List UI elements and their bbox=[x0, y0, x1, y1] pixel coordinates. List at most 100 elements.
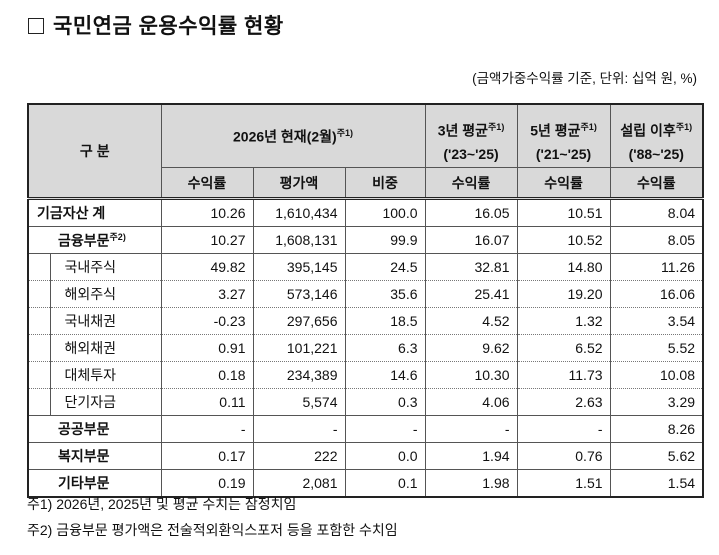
value-cell: 11.26 bbox=[609, 253, 704, 281]
value-cell: 16.05 bbox=[424, 198, 518, 227]
footnote-1: 주1) 2026년, 2025년 및 평균 수치는 잠정치임 bbox=[27, 496, 297, 512]
value-cell: 0.91 bbox=[160, 334, 254, 362]
value-cell: 4.52 bbox=[424, 307, 518, 335]
value-cell: - bbox=[344, 415, 426, 443]
value-cell: 8.26 bbox=[609, 415, 704, 443]
header-current: 2026년 현재(2월)주1) bbox=[160, 103, 426, 168]
value-cell: 10.08 bbox=[609, 361, 704, 389]
value-cell: 18.5 bbox=[344, 307, 426, 335]
value-cell: - bbox=[424, 415, 518, 443]
value-cell: 1,608,131 bbox=[252, 226, 346, 254]
value-cell: 0.19 bbox=[160, 469, 254, 498]
value-cell: 99.9 bbox=[344, 226, 426, 254]
value-cell: 3.29 bbox=[609, 388, 704, 416]
table-row: 금융부문주2) 10.27 1,608,131 99.9 16.07 10.52 8.05 bbox=[27, 226, 704, 254]
value-cell: 0.3 bbox=[344, 388, 426, 416]
value-cell: 3.54 bbox=[609, 307, 704, 335]
value-cell: 49.82 bbox=[160, 253, 254, 281]
value-cell: 11.73 bbox=[516, 361, 611, 389]
indent-cell bbox=[27, 334, 51, 362]
row-label: 국내채권 bbox=[49, 307, 162, 335]
row-label: 국내주식 bbox=[49, 253, 162, 281]
footnote-2: 주2) 금융부문 평가액은 전술적외환익스포저 등을 포함한 수치임 bbox=[27, 522, 398, 538]
value-cell: 14.6 bbox=[344, 361, 426, 389]
indent-cell bbox=[27, 253, 51, 281]
value-cell: 1.94 bbox=[424, 442, 518, 470]
value-cell: 35.6 bbox=[344, 280, 426, 308]
value-cell: 16.07 bbox=[424, 226, 518, 254]
table-row: 국내주식 49.82 395,145 24.5 32.81 14.80 11.26 bbox=[27, 253, 704, 281]
subheader-row: 수익률 평가액 비중 수익률 수익률 수익률 bbox=[28, 167, 704, 200]
indent-cell bbox=[27, 307, 51, 335]
checkbox-square-icon bbox=[28, 18, 44, 34]
value-cell: 9.62 bbox=[424, 334, 518, 362]
table-row: 해외주식 3.27 573,146 35.6 25.41 19.20 16.06 bbox=[27, 280, 704, 308]
header-since-range: ('88~'25) bbox=[609, 141, 704, 168]
value-cell: 1.54 bbox=[609, 469, 704, 498]
subheader-cell: 평가액 bbox=[252, 167, 346, 200]
row-label: 해외주식 bbox=[49, 280, 162, 308]
value-cell: 6.3 bbox=[344, 334, 426, 362]
value-cell: 8.05 bbox=[609, 226, 704, 254]
header-range-row: ('23~'25) ('21~'25) ('88~'25) bbox=[28, 141, 704, 168]
value-cell: 25.41 bbox=[424, 280, 518, 308]
row-label: 해외채권 bbox=[49, 334, 162, 362]
indent-cell bbox=[27, 361, 51, 389]
header-avg3-range: ('23~'25) bbox=[424, 141, 518, 168]
value-cell: 0.0 bbox=[344, 442, 426, 470]
table-row: 복지부문 0.17 222 0.0 1.94 0.76 5.62 bbox=[27, 442, 704, 470]
value-cell: - bbox=[160, 415, 254, 443]
header-category: 구 분 bbox=[27, 103, 162, 200]
value-cell: 2.63 bbox=[516, 388, 611, 416]
value-cell: - bbox=[516, 415, 611, 443]
subheader-cell: 비중 bbox=[344, 167, 426, 200]
header-avg3: 3년 평균주1) bbox=[424, 103, 518, 141]
value-cell: -0.23 bbox=[160, 307, 254, 335]
title-text: 국민연금 운용수익률 현황 bbox=[53, 15, 284, 38]
value-cell: 0.1 bbox=[344, 469, 426, 498]
value-cell: 8.04 bbox=[609, 198, 704, 227]
value-cell: 14.80 bbox=[516, 253, 611, 281]
value-cell: 5.62 bbox=[609, 442, 704, 470]
value-cell: 16.06 bbox=[609, 280, 704, 308]
subheader-cell: 수익률 bbox=[424, 167, 518, 200]
row-label: 복지부문 bbox=[27, 442, 162, 470]
value-cell: 1.98 bbox=[424, 469, 518, 498]
subheader-cell: 수익률 bbox=[609, 167, 704, 200]
unit-note: (금액가중수익률 기준, 단위: 십억 원, %) bbox=[472, 71, 697, 86]
value-cell: 3.27 bbox=[160, 280, 254, 308]
table-row: 기타부문 0.19 2,081 0.1 1.98 1.51 1.54 bbox=[27, 469, 704, 498]
value-cell: 6.52 bbox=[516, 334, 611, 362]
row-label: 공공부문 bbox=[27, 415, 162, 443]
value-cell: 10.52 bbox=[516, 226, 611, 254]
value-cell: 10.30 bbox=[424, 361, 518, 389]
table-row: 국내채권 -0.23 297,656 18.5 4.52 1.32 3.54 bbox=[27, 307, 704, 335]
row-label: 기금자산 계 bbox=[27, 198, 162, 227]
header-avg5-range: ('21~'25) bbox=[516, 141, 611, 168]
value-cell: 2,081 bbox=[252, 469, 346, 498]
value-cell: 24.5 bbox=[344, 253, 426, 281]
value-cell: 573,146 bbox=[252, 280, 346, 308]
returns-table: 구 분 2026년 현재(2월)주1) 3년 평균주1) 5년 평균주1) 설립… bbox=[27, 103, 705, 498]
row-label: 기타부문 bbox=[27, 469, 162, 498]
value-cell: 395,145 bbox=[252, 253, 346, 281]
value-cell: 0.17 bbox=[160, 442, 254, 470]
value-cell: 0.11 bbox=[160, 388, 254, 416]
value-cell: 1,610,434 bbox=[252, 198, 346, 227]
value-cell: 234,389 bbox=[252, 361, 346, 389]
indent-cell bbox=[27, 280, 51, 308]
table-row: 해외채권 0.91 101,221 6.3 9.62 6.52 5.52 bbox=[27, 334, 704, 362]
page-title: 국민연금 운용수익률 현황 bbox=[28, 10, 284, 40]
value-cell: 1.51 bbox=[516, 469, 611, 498]
value-cell: 10.51 bbox=[516, 198, 611, 227]
value-cell: 100.0 bbox=[344, 198, 426, 227]
value-cell: 10.27 bbox=[160, 226, 254, 254]
value-cell: 101,221 bbox=[252, 334, 346, 362]
value-cell: 4.06 bbox=[424, 388, 518, 416]
value-cell: 10.26 bbox=[160, 198, 254, 227]
value-cell: 5,574 bbox=[252, 388, 346, 416]
indent-cell bbox=[27, 388, 51, 416]
value-cell: 297,656 bbox=[252, 307, 346, 335]
header-since: 설립 이후주1) bbox=[609, 103, 704, 141]
header-row: 구 분 2026년 현재(2월)주1) 3년 평균주1) 5년 평균주1) 설립… bbox=[27, 103, 704, 200]
